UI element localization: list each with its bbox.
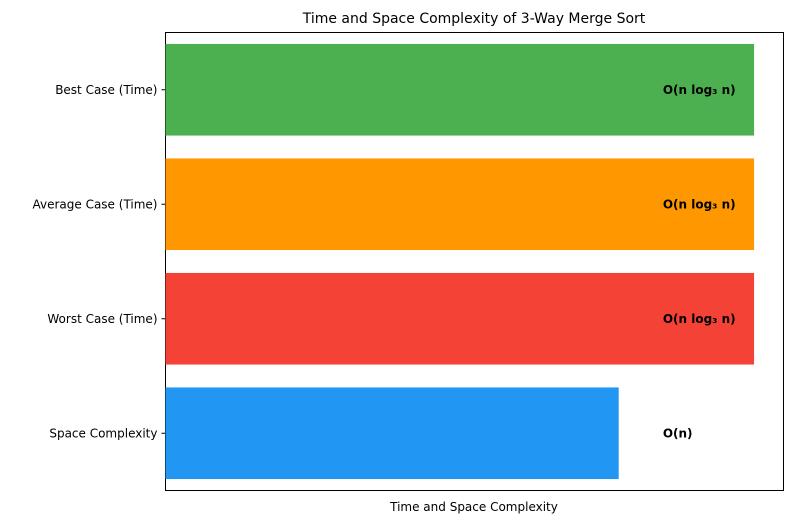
bar-data-label-1: O(n log₃ n) bbox=[663, 83, 736, 97]
bar-2 bbox=[165, 158, 755, 251]
bar-4 bbox=[165, 387, 619, 480]
bar-3 bbox=[165, 272, 755, 365]
bar-data-label-4: O(n) bbox=[663, 426, 693, 440]
y-tick-label-2: Average Case (Time) bbox=[32, 197, 157, 211]
chart-title: Time and Space Complexity of 3-Way Merge… bbox=[302, 11, 646, 27]
y-tick-label-3: Worst Case (Time) bbox=[47, 312, 157, 326]
x-axis-label: Time and Space Complexity bbox=[389, 500, 558, 514]
bar-data-label-2: O(n log₃ n) bbox=[663, 197, 736, 211]
data-labels-group: O(n log₃ n) O(n log₃ n) O(n log₃ n) O(n) bbox=[663, 83, 736, 441]
y-ticks-group: Best Case (Time) Average Case (Time) Worst… bbox=[32, 83, 166, 440]
plot-area-frame bbox=[165, 32, 784, 491]
bar-1 bbox=[165, 43, 755, 136]
y-tick-label-1: Best Case (Time) bbox=[55, 83, 157, 97]
bar-data-label-3: O(n log₃ n) bbox=[663, 312, 736, 326]
bars-group bbox=[165, 43, 755, 480]
y-tick-label-4: Space Complexity bbox=[49, 426, 157, 440]
